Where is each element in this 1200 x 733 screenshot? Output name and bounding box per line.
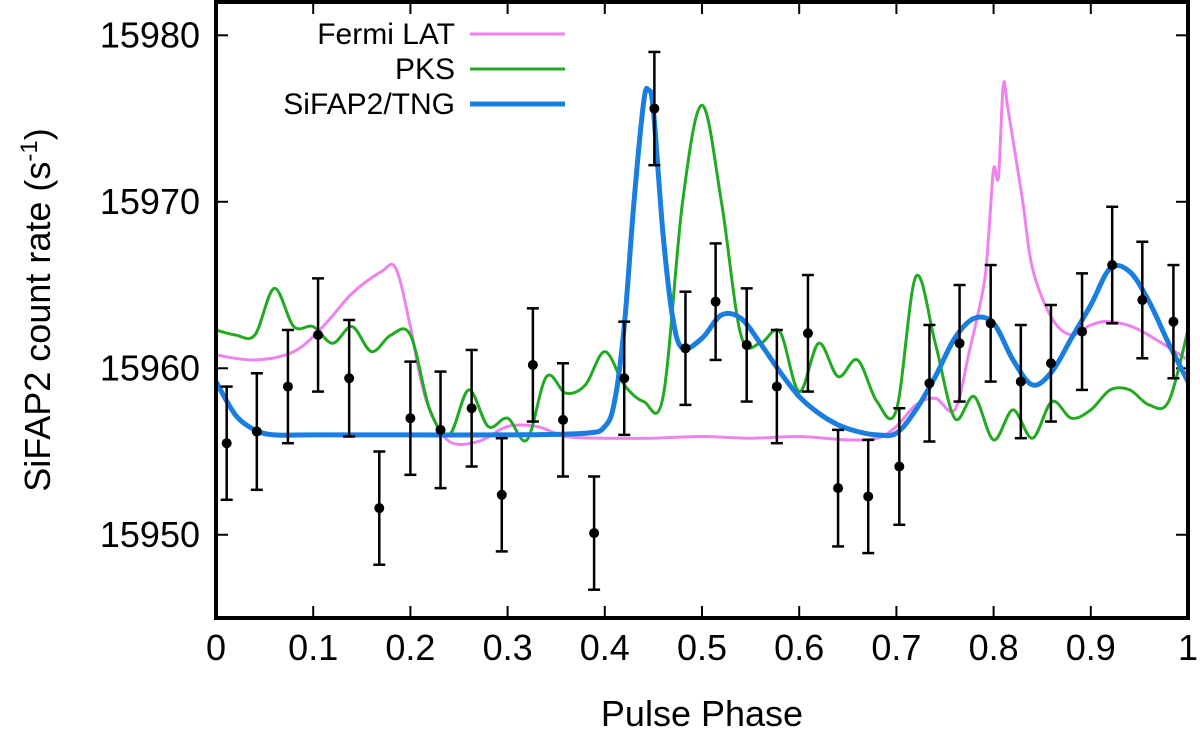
x-tick-label: 0.5	[677, 627, 727, 668]
point-marker	[649, 103, 660, 114]
data-point	[740, 287, 753, 403]
data-point	[495, 436, 508, 553]
y-axis-label-close: )	[17, 128, 58, 140]
plot-frame	[214, 0, 1190, 620]
data-point	[1014, 323, 1027, 440]
data-point	[588, 475, 601, 591]
x-tick-label: 0.7	[871, 627, 921, 668]
data-point	[1106, 205, 1119, 325]
point-marker	[1015, 376, 1026, 387]
point-marker	[1168, 316, 1179, 327]
data-point	[923, 323, 936, 443]
data-point	[1167, 263, 1180, 380]
point-marker	[1137, 295, 1148, 306]
x-tick-label: 0.9	[1066, 627, 1116, 668]
point-marker	[863, 491, 874, 502]
point-marker	[313, 329, 324, 340]
point-marker	[985, 318, 996, 329]
point-marker	[466, 403, 477, 414]
data-point	[648, 50, 661, 167]
point-marker	[527, 359, 538, 370]
legend-entry: Fermi LAT	[317, 18, 565, 51]
data-point	[1076, 272, 1089, 392]
point-marker	[924, 378, 935, 389]
data-point	[618, 320, 631, 437]
x-tick-label: 0.3	[483, 627, 533, 668]
data-point	[281, 328, 294, 445]
y-tick-label: 15960	[100, 347, 200, 388]
y-axis-label: SiFAP2 count rate (s-1)	[16, 128, 59, 492]
series-line-pks	[216, 103, 1188, 443]
data-point	[801, 273, 814, 393]
point-marker	[954, 338, 965, 349]
data-point	[526, 307, 539, 423]
point-marker	[558, 414, 569, 425]
legend-label: Fermi LAT	[317, 18, 455, 51]
data-point	[832, 428, 845, 548]
series-lines	[216, 80, 1188, 446]
point-marker	[496, 489, 507, 500]
point-marker	[282, 381, 293, 392]
x-tick-label: 0.8	[969, 627, 1019, 668]
point-marker	[833, 483, 844, 494]
point-marker	[619, 373, 630, 384]
point-marker	[589, 528, 600, 539]
series-line-fermi-lat	[216, 80, 1188, 446]
point-marker	[710, 296, 721, 307]
point-marker	[435, 424, 446, 435]
data-point	[862, 438, 875, 555]
data-point	[404, 360, 417, 477]
point-marker	[344, 373, 355, 384]
data-point	[312, 277, 325, 393]
point-marker	[741, 339, 752, 350]
data-point	[434, 370, 447, 490]
data-point	[709, 242, 722, 362]
data-point	[343, 318, 356, 438]
point-marker	[251, 426, 262, 437]
point-marker	[802, 328, 813, 339]
legend-entry: SiFAP2/TNG	[283, 88, 565, 121]
point-marker	[1107, 260, 1118, 271]
series-line-sifap2-tng	[216, 85, 1188, 439]
data-point	[220, 385, 233, 502]
point-marker	[894, 461, 905, 472]
y-tick-label: 15980	[100, 14, 200, 55]
y-tick-label: 15970	[100, 181, 200, 222]
data-point	[1136, 240, 1149, 360]
y-axis-label-text: SiFAP2 count rate (s	[17, 162, 58, 492]
data-points	[220, 50, 1180, 591]
point-marker	[1045, 358, 1056, 369]
x-axis-label: Pulse Phase	[601, 693, 803, 733]
data-point	[770, 328, 783, 445]
data-point	[679, 290, 692, 407]
data-point	[250, 372, 263, 492]
data-point	[373, 450, 386, 566]
data-point	[893, 406, 906, 527]
point-marker	[1077, 326, 1088, 337]
legend-entry: PKS	[395, 53, 565, 86]
x-tick-label: 0.1	[288, 627, 338, 668]
data-point	[1044, 303, 1057, 423]
x-tick-label: 0	[206, 627, 226, 668]
x-tick-label: 0.6	[774, 627, 824, 668]
x-tick-label: 0.2	[385, 627, 435, 668]
point-marker	[405, 413, 416, 424]
point-marker	[221, 438, 232, 449]
data-point	[465, 348, 478, 468]
x-tick-label: 0.4	[580, 627, 630, 668]
data-point	[557, 362, 570, 478]
y-tick-label: 15950	[100, 514, 200, 555]
point-marker	[680, 343, 691, 354]
point-marker	[771, 381, 782, 392]
y-axis-label-superscript: -1	[16, 140, 43, 161]
tick-labels: 0 0.1 0.2 0.3 0.4 0.5 0.6 0.7 0.8 0.9 1 15950 15960 1…	[100, 14, 1198, 668]
point-marker	[374, 503, 385, 514]
data-point	[984, 263, 997, 383]
x-tick-label: 1	[1178, 627, 1198, 668]
legend-label: PKS	[395, 53, 455, 86]
legend-label: SiFAP2/TNG	[283, 88, 455, 121]
data-point	[953, 283, 966, 403]
